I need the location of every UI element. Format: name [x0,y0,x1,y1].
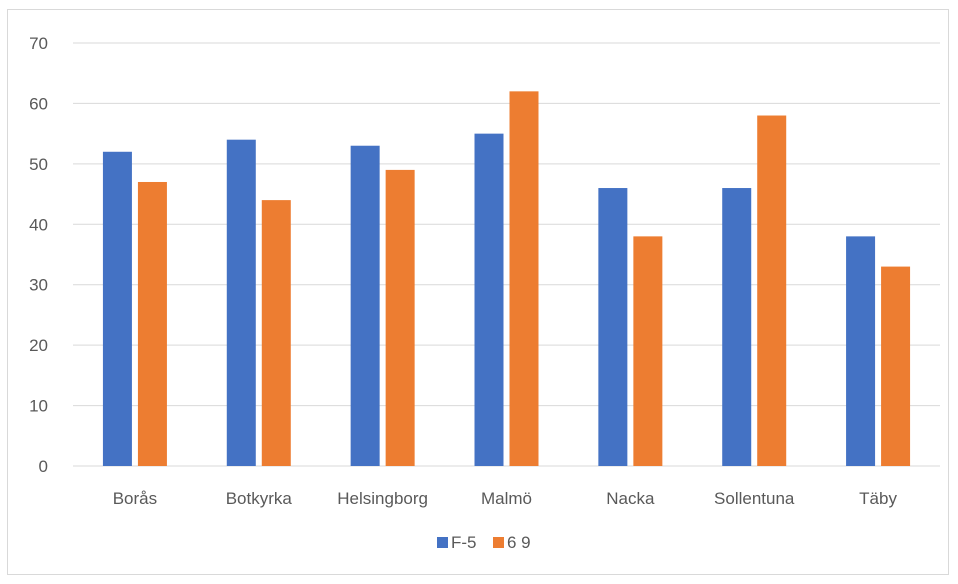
x-tick-label-2: Helsingborg [337,489,428,508]
bar-F-5-4 [598,188,628,466]
y-axis-tick-labels: 0 10 20 30 40 50 60 70 [29,34,48,476]
y-tick-label-30: 30 [29,276,48,295]
bar-F-5-5 [722,188,752,466]
bar-69-1 [261,200,291,466]
x-tick-label-4: Nacka [606,489,655,508]
y-tick-label-40: 40 [29,215,48,234]
bars [102,91,911,466]
bar-69-5 [757,115,787,466]
bar-F-5-6 [846,236,876,466]
gridlines [73,42,940,467]
y-tick-label-10: 10 [29,397,48,416]
legend-label-1: 6 9 [507,533,531,552]
bar-69-0 [137,181,167,466]
legend-swatch-0 [437,537,448,548]
y-tick-label-70: 70 [29,34,48,53]
x-tick-label-1: Botkyrka [226,489,293,508]
x-tick-label-3: Malmö [481,489,532,508]
bar-F-5-3 [474,133,504,466]
y-tick-label-60: 60 [29,94,48,113]
x-tick-label-0: Borås [113,489,157,508]
legend-swatch-1 [493,537,504,548]
x-tick-label-6: Täby [859,489,897,508]
bar-F-5-2 [350,145,380,466]
x-tick-label-5: Sollentuna [714,489,795,508]
bar-69-3 [509,91,539,466]
bar-69-4 [633,236,663,466]
bar-F-5-0 [102,151,132,466]
legend-label-0: F-5 [451,533,477,552]
bar-F-5-1 [226,139,256,466]
y-tick-label-50: 50 [29,155,48,174]
y-tick-label-20: 20 [29,336,48,355]
bar-69-2 [385,169,415,466]
legend: F-5 6 9 [437,533,531,552]
x-axis-tick-labels: Borås Botkyrka Helsingborg Malmö Nacka Sollen… [113,489,898,508]
bar-69-6 [881,266,911,466]
y-tick-label-0: 0 [39,457,48,476]
